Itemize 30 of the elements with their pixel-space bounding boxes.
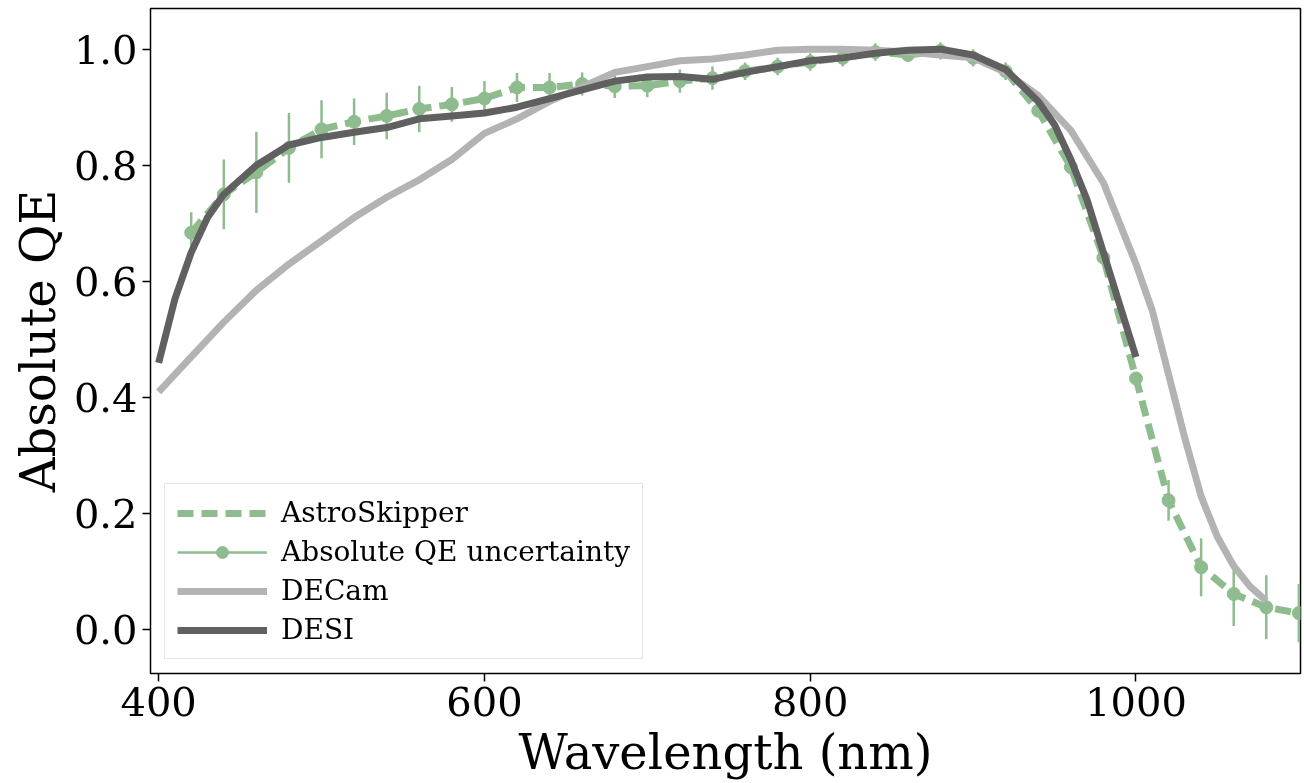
point — [542, 80, 557, 95]
point — [379, 108, 394, 123]
point — [1259, 600, 1274, 615]
point — [412, 101, 427, 116]
y-tick-label: 0.2 — [73, 491, 138, 538]
y-tick-label: 1.0 — [73, 26, 138, 73]
x-tick-label: 1000 — [1085, 678, 1187, 725]
x-tick-label: 600 — [446, 678, 523, 725]
legend-label: Absolute QE uncertainty — [281, 535, 631, 568]
y-tick-label: 0.8 — [73, 142, 138, 189]
point — [640, 78, 655, 93]
point — [510, 80, 524, 95]
legend-label: AstroSkipper — [281, 496, 468, 529]
point — [1226, 586, 1241, 601]
point — [184, 225, 199, 240]
y-tick-label: 0.0 — [73, 607, 138, 654]
point — [444, 97, 459, 112]
y-axis-title: Absolute QE — [9, 189, 66, 494]
point — [1128, 371, 1143, 386]
point — [1194, 560, 1209, 575]
point — [347, 114, 362, 129]
y-tick-label: 0.4 — [73, 375, 138, 422]
legend-label: DESI — [281, 613, 355, 646]
x-axis-title: Wavelength (nm) — [518, 723, 933, 780]
point — [477, 91, 492, 106]
point — [1161, 493, 1176, 508]
x-tick-label: 800 — [772, 678, 849, 725]
legend-label: DECam — [281, 574, 389, 607]
x-tick-label: 400 — [120, 678, 197, 725]
y-tick-label: 0.6 — [73, 258, 138, 305]
